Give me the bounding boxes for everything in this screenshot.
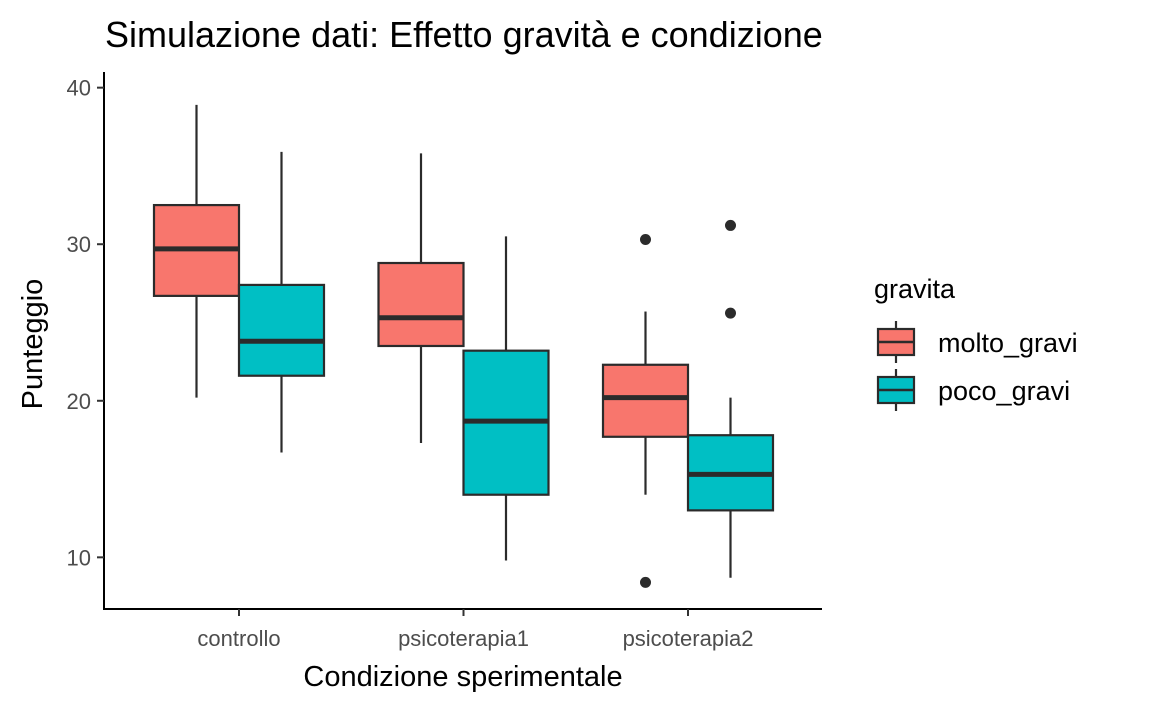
x-tick-label: psicoterapia1 [398, 626, 529, 651]
y-tick-label: 20 [67, 389, 91, 414]
box-iqr [237, 283, 326, 377]
box-molto_gravi-psicoterapia2 [601, 234, 690, 588]
outlier-point [640, 576, 651, 588]
chart-title: Simulazione dati: Effetto gravità e cond… [105, 14, 823, 55]
plot-area: 10 20 30 40 controllo psicoterapia1 psicoterap… [67, 72, 822, 651]
x-tick-label: psicoterapia2 [623, 626, 754, 651]
y-tick-label: 40 [67, 76, 91, 101]
legend-item-poco_gravi: poco_gravi [876, 369, 1070, 411]
box-molto_gravi-controllo [152, 104, 241, 398]
legend-title: gravita [874, 274, 956, 304]
box-iqr [601, 363, 690, 438]
x-tick-label: controllo [197, 626, 280, 651]
y-tick-label: 30 [67, 232, 91, 257]
box-poco_gravi-psicoterapia1 [462, 236, 550, 561]
outlier-point [640, 234, 651, 246]
y-axis-title: Punteggio [17, 279, 49, 410]
x-axis-title: Condizione sperimentale [303, 661, 622, 693]
box-iqr [377, 261, 465, 348]
box-molto_gravi-psicoterapia1 [377, 153, 465, 444]
y-tick-label: 10 [67, 545, 91, 570]
legend-label: poco_gravi [938, 376, 1070, 406]
legend-label: molto_gravi [938, 328, 1078, 358]
outlier-point [725, 219, 736, 231]
box-poco_gravi-psicoterapia2 [686, 219, 775, 578]
legend-item-molto_gravi: molto_gravi [876, 321, 1078, 363]
legend: gravita molto_gravi poco_gravi [874, 274, 1078, 411]
box-poco_gravi-controllo [237, 151, 326, 453]
outlier-point [725, 307, 736, 319]
